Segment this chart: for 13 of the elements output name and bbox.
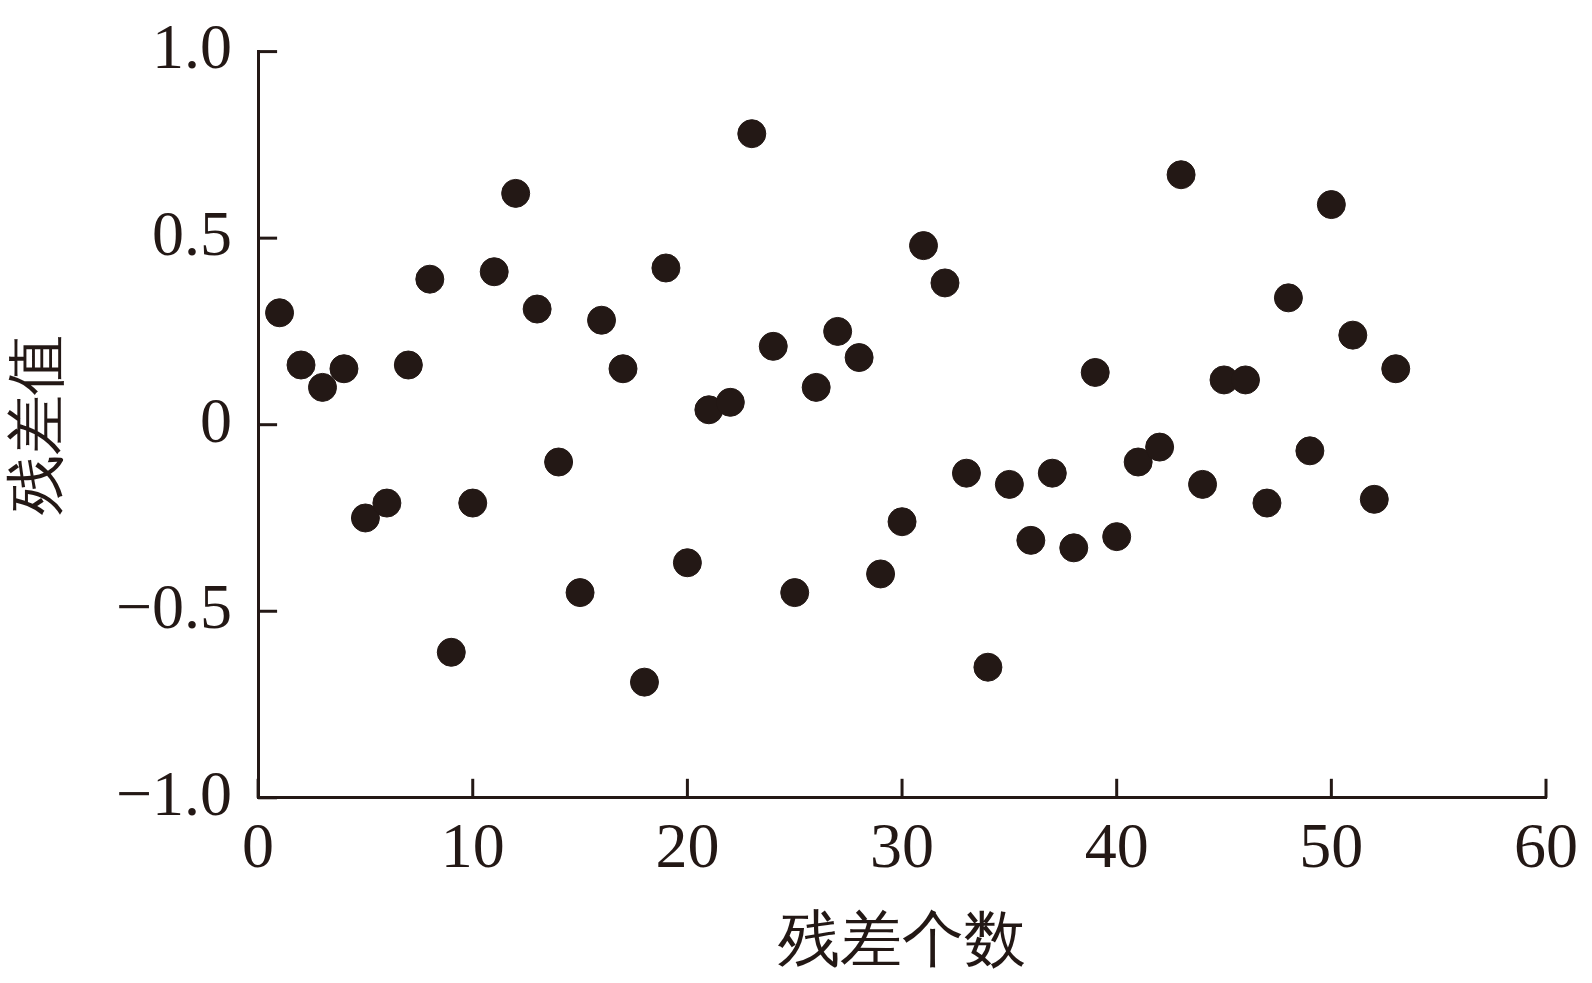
y-tick-label: −1.0 bbox=[116, 757, 233, 829]
x-tick-label: 30 bbox=[870, 810, 935, 882]
y-tick-label: −0.5 bbox=[116, 571, 233, 643]
x-tick-label: 50 bbox=[1299, 810, 1364, 882]
y-tick-label: 0.5 bbox=[152, 197, 233, 269]
x-axis-title: 残差个数 bbox=[778, 905, 1027, 974]
x-tick-label: 10 bbox=[440, 810, 505, 882]
y-tick-label: 0 bbox=[200, 384, 233, 456]
y-tick-label: 1.0 bbox=[152, 11, 233, 83]
x-tick-label: 40 bbox=[1084, 810, 1149, 882]
x-tick-label: 60 bbox=[1514, 810, 1578, 882]
x-tick-label: 20 bbox=[655, 810, 720, 882]
y-axis-title: 残差值 bbox=[2, 334, 69, 515]
